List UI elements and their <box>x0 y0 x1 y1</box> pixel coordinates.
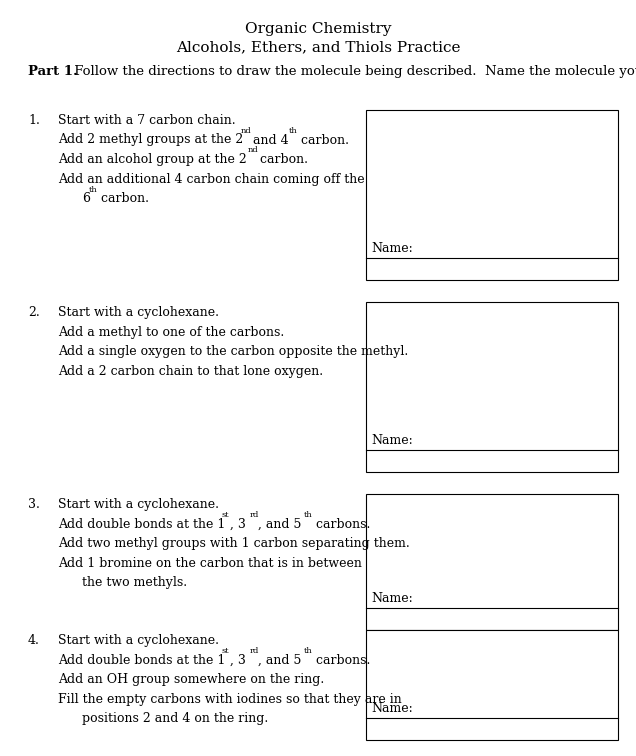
Text: Part 1.: Part 1. <box>28 65 78 78</box>
Text: carbons.: carbons. <box>312 518 371 531</box>
Bar <box>366 110 618 280</box>
Text: th: th <box>304 647 312 655</box>
Text: and 4: and 4 <box>249 134 289 147</box>
Text: carbon.: carbon. <box>256 153 308 166</box>
Text: Add a 2 carbon chain to that lone oxygen.: Add a 2 carbon chain to that lone oxygen… <box>58 364 323 377</box>
Text: , 3: , 3 <box>230 518 245 531</box>
Text: Start with a 7 carbon chain.: Start with a 7 carbon chain. <box>58 114 235 127</box>
Text: Fill the empty carbons with iodines so that they are in: Fill the empty carbons with iodines so t… <box>58 692 402 705</box>
Text: nd: nd <box>240 127 251 135</box>
Text: Name:: Name: <box>371 702 413 715</box>
Text: nd: nd <box>247 147 258 154</box>
Text: Add 1 bromine on the carbon that is in between: Add 1 bromine on the carbon that is in b… <box>58 556 362 569</box>
Text: Start with a cyclohexane.: Start with a cyclohexane. <box>58 306 219 319</box>
Text: st: st <box>221 647 229 655</box>
Text: Add 2 methyl groups at the 2: Add 2 methyl groups at the 2 <box>58 134 243 147</box>
Bar <box>366 630 618 740</box>
Text: Follow the directions to draw the molecule being described.  Name the molecule y: Follow the directions to draw the molecu… <box>70 65 636 78</box>
Text: Start with a cyclohexane.: Start with a cyclohexane. <box>58 498 219 511</box>
Text: the two methyls.: the two methyls. <box>82 576 187 589</box>
Text: Name:: Name: <box>371 242 413 255</box>
Text: Add an alcohol group at the 2: Add an alcohol group at the 2 <box>58 153 247 166</box>
Text: 3.: 3. <box>28 498 40 511</box>
Text: Add double bonds at the 1: Add double bonds at the 1 <box>58 653 225 667</box>
Text: carbon.: carbon. <box>97 192 149 205</box>
Text: th: th <box>289 127 297 135</box>
Bar <box>366 302 618 472</box>
Text: , 3: , 3 <box>230 653 245 667</box>
Text: Add a single oxygen to the carbon opposite the methyl.: Add a single oxygen to the carbon opposi… <box>58 345 408 358</box>
Text: , and 5: , and 5 <box>258 653 301 667</box>
Text: carbons.: carbons. <box>312 653 371 667</box>
Text: 4.: 4. <box>28 634 40 647</box>
Text: 2.: 2. <box>28 306 39 319</box>
Text: rd: rd <box>249 647 259 655</box>
Text: Name:: Name: <box>371 592 413 605</box>
Text: carbon.: carbon. <box>297 134 349 147</box>
Text: positions 2 and 4 on the ring.: positions 2 and 4 on the ring. <box>82 712 268 725</box>
Text: 1.: 1. <box>28 114 40 127</box>
Text: 6: 6 <box>82 192 90 205</box>
Text: Add an additional 4 carbon chain coming off the: Add an additional 4 carbon chain coming … <box>58 172 364 185</box>
Text: th: th <box>304 511 312 519</box>
Text: Add double bonds at the 1: Add double bonds at the 1 <box>58 518 225 531</box>
Text: th: th <box>88 185 97 194</box>
Text: Start with a cyclohexane.: Start with a cyclohexane. <box>58 634 219 647</box>
Text: Add an OH group somewhere on the ring.: Add an OH group somewhere on the ring. <box>58 673 324 686</box>
Text: Name:: Name: <box>371 434 413 447</box>
Text: , and 5: , and 5 <box>258 518 301 531</box>
Text: Add a methyl to one of the carbons.: Add a methyl to one of the carbons. <box>58 326 284 339</box>
Bar <box>366 494 618 630</box>
Text: Organic Chemistry: Organic Chemistry <box>245 22 391 36</box>
Text: st: st <box>221 511 229 519</box>
Text: Alcohols, Ethers, and Thiols Practice: Alcohols, Ethers, and Thiols Practice <box>176 40 460 54</box>
Text: Add two methyl groups with 1 carbon separating them.: Add two methyl groups with 1 carbon sepa… <box>58 537 410 550</box>
Text: rd: rd <box>249 511 259 519</box>
